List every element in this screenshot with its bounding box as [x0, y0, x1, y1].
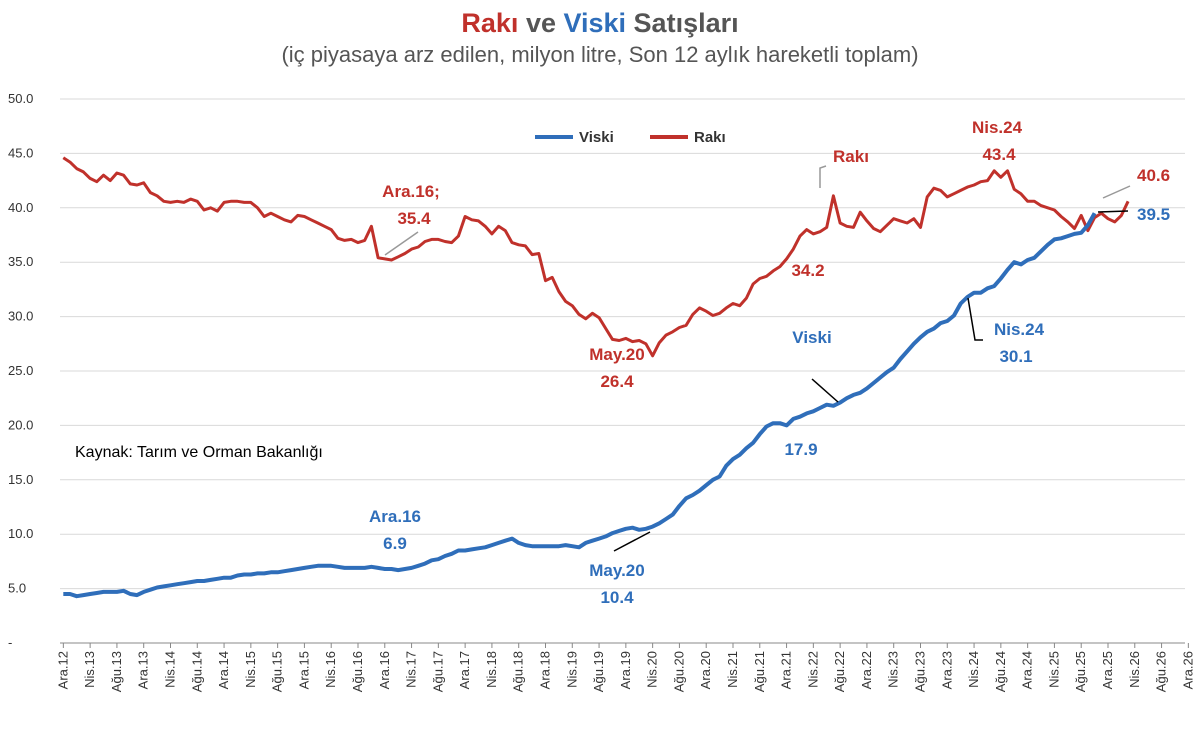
viski-annotation-label: Viski: [792, 328, 831, 347]
x-tick-label: Ağu.22: [832, 651, 847, 692]
x-tick-label: Nis.25: [1046, 651, 1061, 688]
x-tick-label: Ağu.23: [912, 651, 927, 692]
viski-line: [63, 212, 1097, 599]
y-tick-label: 35.0: [8, 254, 33, 269]
x-tick-label: Nis.18: [484, 651, 499, 688]
legend: Viski Rakı: [535, 129, 726, 146]
raki-annotation-value: 40.6: [1137, 166, 1170, 185]
annotation-leaders: [384, 165, 1131, 552]
leader-line: [811, 378, 839, 403]
raki-annotation-value: 34.2: [791, 261, 824, 280]
title-rest: Satışları: [626, 8, 739, 38]
raki-annotation-label: Nis.24: [972, 118, 1023, 137]
x-tick-label: Ara.23: [939, 651, 954, 689]
y-tick-label: 15.0: [8, 472, 33, 487]
chart-title-block: Rakı ve Viski Satışları (iç piyasaya arz…: [0, 6, 1200, 70]
x-tick-label: Ara.12: [55, 651, 70, 689]
raki-annotation-label: Rakı: [833, 147, 869, 166]
x-tick-label: Ara.26: [1180, 651, 1195, 689]
leader-line: [1097, 210, 1129, 213]
viski-annotation-label: May.20: [589, 561, 644, 580]
viski-annotation-label: Nis.24: [994, 320, 1045, 339]
x-tick-label: Ağu.20: [671, 651, 686, 692]
raki-annotation-label: May.20: [589, 345, 644, 364]
x-tick-label: Ara.13: [136, 651, 151, 689]
viski-annotation-value: 6.9: [383, 534, 407, 553]
raki-line: [62, 156, 1130, 358]
chart-subtitle: (iç piyasaya arz edilen, milyon litre, S…: [281, 42, 919, 67]
x-tick-label: Ara.18: [537, 651, 552, 689]
x-tick-label: Ara.19: [618, 651, 633, 689]
x-tick-label: Ağu.24: [993, 651, 1008, 692]
title-viski: Viski: [563, 8, 627, 38]
x-tick-label: Nis.15: [243, 651, 258, 688]
x-tick-label: Ara.16: [377, 651, 392, 689]
viski-annotation-value: 30.1: [999, 347, 1032, 366]
x-tick-label: Nis.13: [82, 651, 97, 688]
x-tick-label: Nis.17: [404, 651, 419, 688]
raki-annotation-label: Ara.16;: [382, 182, 440, 201]
y-tick-label: 50.0: [8, 91, 33, 106]
raki-annotation-value: 26.4: [600, 372, 634, 391]
x-tick-label: Ağu.18: [511, 651, 526, 692]
viski-annotation-value: 10.4: [600, 588, 634, 607]
y-tick-label: 30.0: [8, 309, 33, 324]
legend-viski-label: Viski: [579, 129, 614, 146]
y-tick-label: 20.0: [8, 417, 33, 432]
x-tick-label: Ağu.21: [752, 651, 767, 692]
source-note: Kaynak: Tarım ve Orman Bakanlığı: [75, 444, 323, 461]
x-tick-label: Ağu.14: [189, 651, 204, 692]
raki-annotation-value: 43.4: [982, 145, 1016, 164]
leader-line: [1102, 185, 1131, 199]
x-tick-label: Nis.19: [564, 651, 579, 688]
leader-line: [819, 165, 827, 188]
x-tick-label: Ağu.13: [109, 651, 124, 692]
x-tick-label: Ağu.15: [270, 651, 285, 692]
leader-line: [967, 297, 983, 341]
x-tick-label: Ağu.17: [430, 651, 445, 692]
leader-line: [613, 531, 651, 552]
y-tick-label: 10.0: [8, 526, 33, 541]
y-axis-ticks: - 5.0 10.0 15.0 20.0 25.0 30.0 35.0 40.0 45.0 50.0: [8, 91, 33, 650]
x-tick-label: Ara.25: [1100, 651, 1115, 689]
x-tick-label: Ağu.25: [1073, 651, 1088, 692]
x-tick-label: Ara.22: [859, 651, 874, 689]
y-tick-label: 25.0: [8, 363, 33, 378]
series-lines: [62, 156, 1130, 599]
x-tick-label: Nis.23: [886, 651, 901, 688]
viski-annotation-value: 17.9: [784, 440, 817, 459]
x-tick-label: Nis.21: [725, 651, 740, 688]
x-tick-label: Ağu.16: [350, 651, 365, 692]
chart-title: Rakı ve Viski Satışları: [0, 6, 1200, 40]
x-tick-label: Ara.17: [457, 651, 472, 689]
raki-annotation-value: 35.4: [397, 209, 431, 228]
x-tick-label: Ara.21: [779, 651, 794, 689]
x-tick-label: Ara.24: [1020, 651, 1035, 689]
x-axis: Ara.12 Nis.13 Ağu.13 Ara.13 Nis.14 Ağu.14 Ara.…: [55, 642, 1195, 692]
x-tick-label: Nis.14: [162, 651, 177, 688]
viski-annotation-value: 39.5: [1137, 205, 1170, 224]
x-tick-label: Nis.16: [323, 651, 338, 688]
y-tick-label: -: [8, 635, 12, 650]
viski-annotation-label: Ara.16: [369, 507, 421, 526]
x-tick-label: Ara.14: [216, 651, 231, 689]
title-ve: ve: [518, 8, 564, 38]
x-tick-label: Nis.26: [1127, 651, 1142, 688]
x-tick-label: Ara.15: [296, 651, 311, 689]
y-tick-label: 5.0: [8, 581, 26, 596]
x-tick-label: Ağu.26: [1154, 651, 1169, 692]
y-tick-label: 45.0: [8, 145, 33, 160]
legend-raki-label: Rakı: [694, 129, 726, 146]
annotations: Ara.16; 35.4 May.20 26.4 Rakı 34.2 Nis.24 43.4 4…: [369, 118, 1170, 607]
x-tick-label: Ara.20: [698, 651, 713, 689]
x-tick-label: Nis.22: [805, 651, 820, 688]
x-tick-label: Ağu.19: [591, 651, 606, 692]
leader-line: [384, 231, 419, 256]
x-tick-label: Nis.20: [645, 651, 660, 688]
y-tick-label: 40.0: [8, 200, 33, 215]
title-raki: Rakı: [461, 8, 519, 38]
x-tick-label: Nis.24: [966, 651, 981, 688]
gridlines: [60, 98, 1185, 590]
